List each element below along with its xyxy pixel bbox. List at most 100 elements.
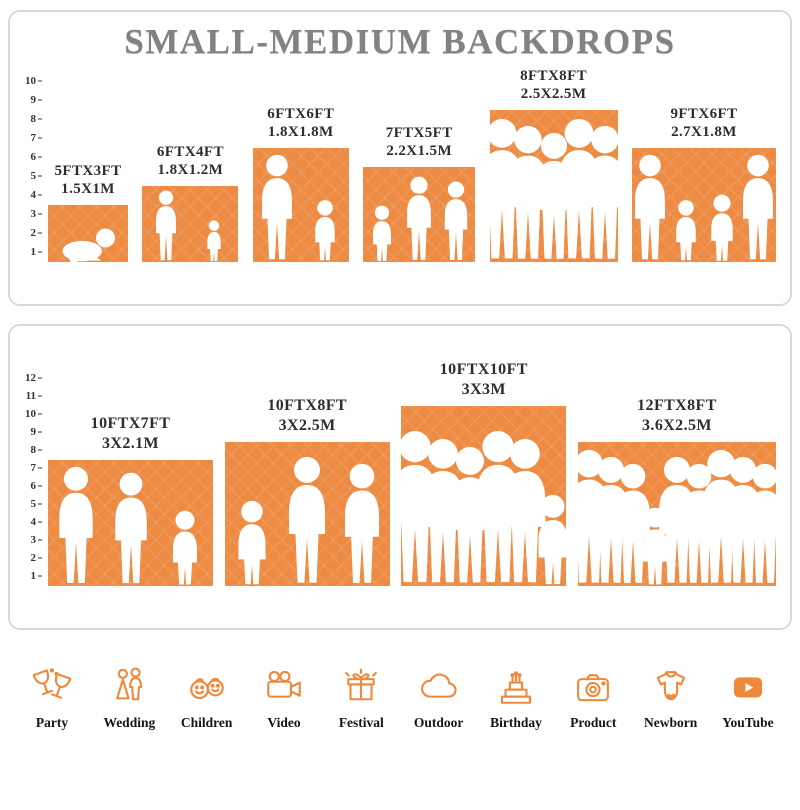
backdrop-bar (363, 167, 476, 262)
category-row: Party Wedding Children Video Festival Outdoor… (24, 666, 776, 731)
bars-row: 5FTX3FT 1.5X1M 6FTX4FT 1.8X1.2M 6FTX6FT 1.8X1… (48, 67, 776, 262)
person-figure (107, 472, 155, 586)
newborn-icon (650, 666, 692, 708)
birthday-icon (495, 666, 537, 708)
person-figure (309, 199, 340, 262)
child-silhouette (315, 200, 335, 261)
size-label-ft: 9FTX6FT (670, 105, 738, 122)
category-label: Newborn (644, 715, 698, 730)
backdrop-column: 10FTX10FT 3X3M (393, 360, 568, 586)
category-label: Children (180, 715, 233, 730)
axis-tick: 5 (31, 170, 43, 182)
axis-tick: 9 (31, 427, 43, 438)
baby-silhouette (62, 228, 115, 262)
size-label-ft: 6FTX6FT (267, 105, 335, 122)
person-figure (735, 154, 780, 262)
person-figure (401, 176, 437, 262)
size-label-ft: 6FTX4FT (156, 143, 224, 160)
wedding-icon (108, 666, 150, 708)
child-silhouette (538, 494, 568, 585)
axis-tick: 1 (31, 571, 43, 582)
axis-tick: 8 (31, 445, 43, 456)
category-youtube: YouTube (720, 666, 776, 731)
child-silhouette (711, 194, 733, 261)
person-figure (739, 463, 791, 586)
axis-tick: 7 (31, 132, 43, 144)
y-axis: 1 2 3 4 5 6 7 8 9 10 (16, 12, 42, 262)
axis-tick: 12 (25, 373, 42, 384)
outdoor-icon (418, 666, 460, 708)
person-figure (576, 125, 634, 262)
size-label-m: 3.6X2.5M (642, 417, 712, 434)
backdrop-bar (482, 110, 624, 262)
axis-tick: 1 (31, 246, 43, 258)
backdrop-column: 9FTX6FT 2.7X1.8M (631, 105, 776, 262)
size-label-ft: 8FTX8FT (520, 67, 588, 84)
person-figure (280, 456, 335, 586)
panel-small-medium-backdrops: SMALL-MEDIUM BACKDROPS 1 2 3 4 5 6 7 8 9 10 5FTX3F… (8, 10, 792, 306)
category-label: Video (267, 715, 301, 730)
backdrop-bar (393, 406, 568, 586)
size-label: 10FTX8FT 3X2.5M (267, 396, 347, 436)
adult-silhouette (504, 438, 546, 583)
person-figure (336, 463, 388, 586)
category-outdoor: Outdoor (411, 666, 467, 731)
axis-tick: 7 (31, 463, 43, 474)
axis-tick: 4 (31, 517, 43, 528)
youtube-icon (727, 666, 769, 708)
size-label: 10FTX7FT 3X2.1M (91, 414, 171, 454)
backdrop-column: 8FTX8FT 2.5X2.5M (482, 67, 624, 262)
person-figure (254, 154, 299, 262)
category-label: YouTube (722, 715, 774, 730)
size-label: 10FTX10FT 3X3M (440, 360, 528, 400)
person-figure (439, 181, 473, 262)
person-figure (705, 194, 739, 262)
size-label-ft: 10FTX10FT (439, 361, 528, 378)
person-figure (166, 510, 204, 586)
category-label: Birthday (490, 715, 542, 730)
backdrop-column: 10FTX7FT 3X2.1M (48, 414, 213, 586)
size-label-ft: 5FTX3FT (54, 162, 122, 179)
category-product: Product (565, 666, 621, 731)
backdrop-bar (570, 442, 782, 586)
category-label: Wedding (103, 715, 156, 730)
size-label-m: 2.2X1.5M (386, 143, 453, 160)
adult-silhouette (445, 181, 468, 260)
axis-tick: 6 (31, 151, 43, 163)
size-label-m: 3X2.5M (278, 417, 336, 434)
axis-tick: 3 (31, 208, 43, 220)
page-title: SMALL-MEDIUM BACKDROPS (124, 22, 676, 61)
panel-large-backdrops: 1 2 3 4 5 6 7 8 9 10 11 12 10FTX7FT 3X2.1M 10FTX8FT 3X2… (8, 324, 792, 630)
size-label: 5FTX3FT 1.5X1M (55, 162, 122, 200)
backdrop-column: 6FTX4FT 1.8X1.2M (142, 143, 239, 262)
backdrop-column: 6FTX6FT 1.8X1.8M (252, 105, 349, 262)
adult-silhouette (615, 463, 651, 583)
size-label: 8FTX8FT 2.5X2.5M (520, 67, 587, 105)
size-label: 9FTX6FT 2.7X1.8M (670, 105, 737, 143)
person-figure (530, 494, 576, 586)
person-figure (627, 154, 672, 262)
axis-tick: 5 (31, 499, 43, 510)
backdrop-column: 12FTX8FT 3.6X2.5M (570, 396, 782, 586)
size-label-m: 1.8X1.8M (267, 124, 334, 141)
category-video: Video (256, 666, 312, 731)
axis-tick: 10 (25, 75, 42, 87)
backdrop-bar (252, 148, 349, 262)
adult-silhouette (635, 154, 665, 260)
person-figure (151, 190, 181, 262)
axis-tick: 3 (31, 535, 43, 546)
size-label-m: 3X3M (461, 381, 506, 398)
adult-silhouette (289, 456, 326, 583)
category-label: Festival (338, 715, 384, 730)
person-figure (670, 199, 701, 262)
bars-row: 10FTX7FT 3X2.1M 10FTX8FT 3X2.5M 10FTX10FT 3X3… (48, 360, 782, 586)
category-party: Party (24, 666, 80, 731)
person-figure (607, 463, 659, 586)
category-children: Children (179, 666, 235, 731)
person-figure (367, 205, 396, 262)
category-birthday: Birthday (488, 666, 544, 731)
adult-silhouette (156, 190, 177, 261)
backdrop-bar (48, 205, 128, 262)
size-label-m: 1.8X1.2M (157, 162, 224, 179)
size-label-m: 1.5X1M (61, 181, 115, 198)
